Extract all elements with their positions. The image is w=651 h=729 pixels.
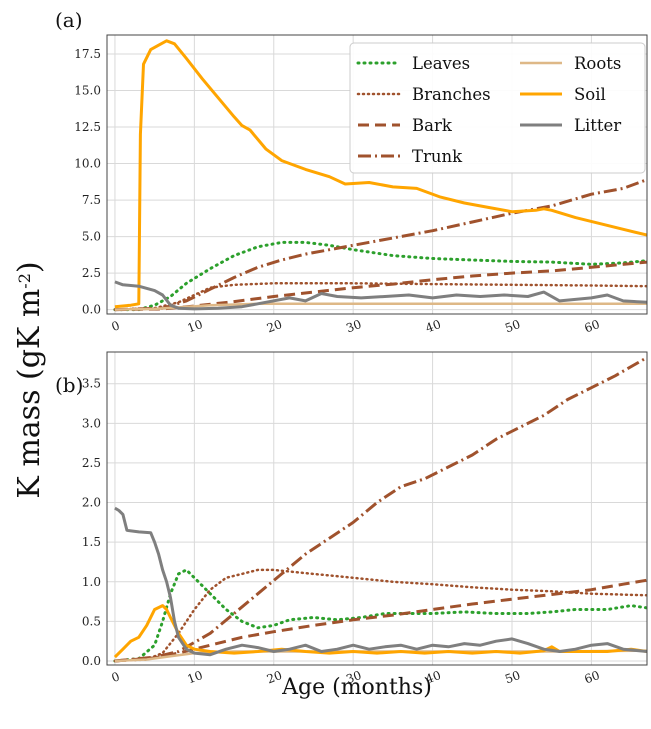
x-tick-label: 60 — [582, 317, 601, 335]
series-line-soil — [113, 604, 647, 659]
series-line-soil — [114, 39, 647, 309]
series-line-leaves — [113, 240, 647, 312]
axes-frame — [106, 351, 648, 666]
y-tick-label: 0.0 — [82, 303, 101, 317]
y-tick-label: 0.5 — [82, 614, 101, 628]
y-tick-label: 0.0 — [82, 654, 101, 668]
y-tick-label: 2.5 — [82, 266, 101, 280]
series-line-bark — [114, 578, 647, 663]
y-tick-label: 5.0 — [82, 230, 101, 244]
legend-label-soil: Soil — [574, 85, 606, 104]
y-tick-label: 10.0 — [74, 157, 101, 171]
legend-label-trunk: Trunk — [412, 147, 463, 166]
x-tick-label: 40 — [424, 668, 443, 686]
y-tick-label: 3.5 — [82, 377, 101, 391]
x-tick-label: 20 — [265, 668, 284, 686]
legend-label-bark: Bark — [412, 116, 453, 135]
x-tick-label: 30 — [344, 668, 363, 686]
legend-box — [349, 42, 646, 174]
panel-b: (b) 0.0 0.5 1.0 1.5 2.0 2.5 3.0 3.5 0 10 20 30 40 50 60 — [55, 351, 648, 686]
legend-label-roots: Roots — [574, 54, 621, 73]
y-tick-label: 17.5 — [74, 47, 101, 61]
x-tick-label: 10 — [185, 317, 204, 335]
y-tick-label: 15.0 — [74, 84, 101, 98]
x-tick-label: 10 — [185, 668, 204, 686]
x-tick-label: 0 — [110, 669, 122, 685]
x-axis-label: Age (months) — [281, 675, 432, 700]
legend-label-leaves: Leaves — [412, 54, 470, 73]
series-group — [113, 356, 647, 663]
axes-frame — [106, 34, 648, 315]
panel-label: (b) — [55, 373, 83, 397]
y-tick-label: 2.5 — [82, 456, 101, 470]
legend: Leaves Branches Bark Trunk Roots Soil Litter — [349, 42, 646, 174]
y-tick-label: 2.0 — [82, 496, 101, 510]
x-tick-label: 30 — [344, 317, 363, 335]
y-axis-label: K mass (gK m-2) — [12, 261, 47, 498]
x-tick-label: 50 — [503, 317, 522, 335]
series-line-branches — [113, 282, 647, 311]
x-tick-label: 60 — [582, 668, 601, 686]
series-line-trunk — [114, 178, 647, 312]
x-tick-label: 40 — [424, 317, 443, 335]
y-tick-label: 3.0 — [82, 416, 101, 430]
series-group — [113, 39, 647, 312]
y-tick-label: 1.0 — [82, 575, 101, 589]
series-line-roots — [114, 302, 647, 311]
legend-label-litter: Litter — [574, 116, 621, 135]
y-tick-label: 1.5 — [82, 535, 101, 549]
legend-label-branches: Branches — [412, 85, 491, 104]
series-line-litter — [114, 280, 647, 311]
y-tick-label: 7.5 — [82, 193, 101, 207]
series-line-trunk — [114, 356, 647, 663]
series-line-leaves — [113, 568, 647, 663]
x-tick-label: 50 — [503, 668, 522, 686]
y-tick-label: 12.5 — [74, 120, 101, 134]
panel-label: (a) — [55, 8, 83, 32]
series-line-litter — [114, 506, 647, 657]
x-tick-label: 20 — [265, 317, 284, 335]
x-tick-label: 0 — [110, 318, 122, 334]
